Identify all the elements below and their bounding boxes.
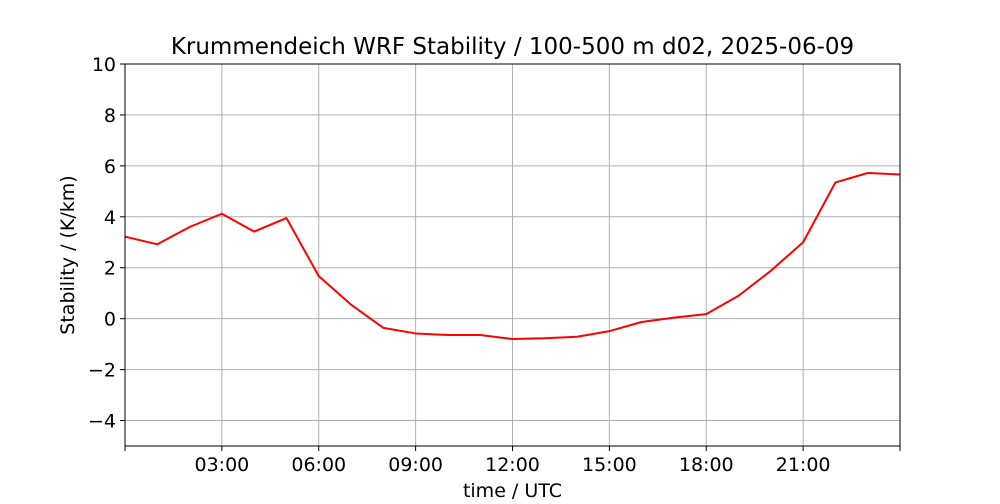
x-tick-label: 18:00: [679, 454, 734, 476]
y-tick-label: −2: [88, 360, 116, 382]
x-tick-label: 09:00: [388, 454, 443, 476]
x-tick-label: 03:00: [194, 454, 249, 476]
y-tick-label: 8: [104, 105, 116, 127]
y-tick-label: 10: [92, 54, 116, 76]
x-tick-label: 21:00: [776, 454, 831, 476]
x-axis-label: time / UTC: [463, 480, 562, 500]
y-tick-label: 6: [104, 156, 116, 178]
series-layer: [124, 172, 901, 341]
x-tick-label: 12:00: [485, 454, 540, 476]
x-tick-label: 06:00: [291, 454, 346, 476]
y-ticks: −4 −2 0 2 4 6 8 10: [88, 54, 125, 433]
y-axis-label: Stability / (K/km): [57, 175, 79, 334]
x-ticks: 03:00 06:00 09:00 12:00 15:00 18:00 21:00: [124, 446, 901, 476]
series-line-0: [124, 172, 901, 341]
chart-title: Krummendeich WRF Stability / 100-500 m d…: [171, 34, 854, 60]
y-tick-label: 4: [104, 207, 116, 229]
y-tick-label: 0: [104, 309, 116, 331]
y-tick-label: −4: [88, 411, 116, 433]
grid-lines: [125, 64, 900, 446]
x-tick-label: 15:00: [582, 454, 637, 476]
y-tick-label: 2: [104, 258, 116, 280]
